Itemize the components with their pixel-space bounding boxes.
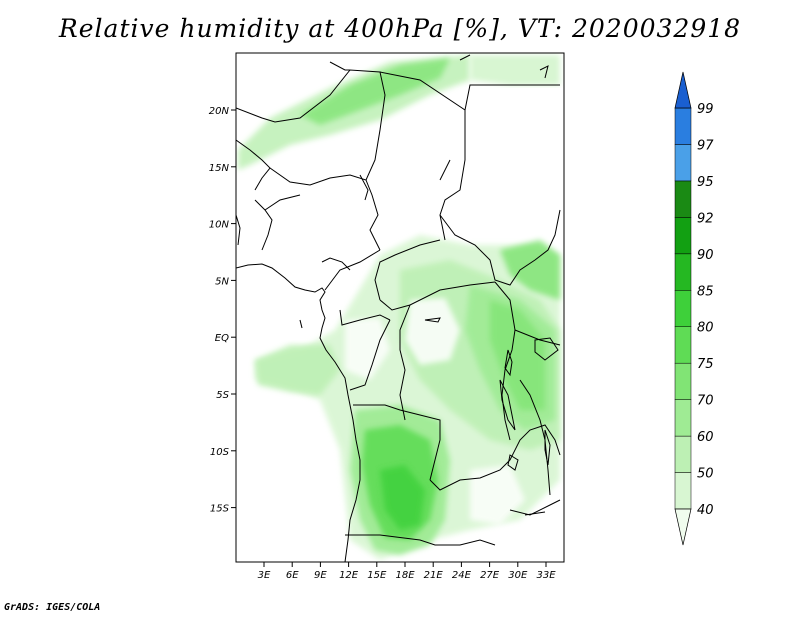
colorbar-label: 70 [697, 394, 714, 409]
humidity-region [380, 465, 425, 530]
country-border [439, 209, 561, 286]
colorbar-swatch [674, 362, 692, 400]
lon-label: 15E [367, 570, 387, 581]
lon-label: 12E [339, 570, 359, 581]
humidity-region [470, 55, 560, 85]
country-border [374, 239, 441, 301]
lon-label: 30E [508, 570, 528, 581]
colorbar-swatch [674, 217, 692, 255]
country-border [269, 167, 381, 251]
colorbar-label: 50 [697, 467, 714, 482]
lake-outline [534, 337, 559, 361]
colorbar-label: 95 [697, 175, 714, 190]
colorbar-label: 92 [697, 211, 714, 226]
lon-label: 6E [286, 570, 299, 581]
country-border [321, 257, 351, 271]
lat-label: 15S [210, 504, 230, 515]
country-border [236, 139, 271, 191]
colorbar: 40 50 60 70 75 80 85 90 92 95 97 99 [674, 71, 714, 546]
country-border [494, 281, 516, 441]
country-border [264, 194, 301, 211]
lat-label: 10N [209, 220, 230, 231]
colorbar-swatch [674, 290, 692, 327]
country-border [236, 214, 241, 246]
footer-credit: GrADS: IGES/COLA [4, 602, 101, 613]
country-border [399, 304, 411, 421]
colorbar-swatch [674, 180, 692, 218]
country-border [459, 54, 471, 61]
colorbar-swatch [674, 435, 692, 473]
colorbar-label: 90 [697, 248, 714, 263]
political-boundaries [236, 54, 561, 562]
dry-region [345, 318, 390, 380]
country-border [379, 71, 466, 241]
country-border [329, 61, 350, 71]
lon-label: 21E [424, 570, 444, 581]
lon-label: 33E [536, 570, 556, 581]
lake-outline [524, 511, 546, 516]
map-frame [235, 52, 565, 563]
colorbar-label: 80 [697, 321, 714, 336]
lat-label: 10S [210, 447, 230, 458]
country-border [539, 65, 549, 79]
lat-label: 20N [209, 106, 230, 117]
lon-label: 9E [314, 570, 327, 581]
humidity-region [300, 58, 450, 125]
colorbar-upper-arrow [674, 71, 692, 109]
lat-label: EQ [215, 333, 229, 344]
lat-label: 5S [216, 390, 229, 401]
colorbar-lower-arrow [674, 508, 692, 546]
colorbar-swatch [674, 472, 692, 510]
country-border [519, 379, 551, 496]
country-border [429, 424, 561, 491]
coastline [236, 263, 361, 562]
lon-label: 3E [258, 570, 271, 581]
country-border [324, 249, 381, 291]
longitude-axis: 3E 6E 9E 12E 15E 18E 21E 24E 27E 30E 33E [258, 562, 556, 581]
lat-label: 5N [215, 276, 229, 287]
country-border [349, 319, 391, 391]
chart-title: Relative humidity at 400hPa [%], VT: 202… [58, 14, 742, 43]
colorbar-swatch [674, 399, 692, 437]
lon-label: 27E [480, 570, 500, 581]
colorbar-swatch [674, 144, 692, 182]
lon-label: 24E [452, 570, 472, 581]
colorbar-label: 99 [697, 102, 714, 117]
colorbar-label: 97 [697, 138, 714, 153]
lake-outline [499, 379, 516, 431]
humidity-region [500, 240, 560, 300]
country-border [254, 199, 273, 251]
colorbar-swatch [674, 253, 692, 291]
lat-label: 15N [209, 163, 230, 174]
colorbar-swatch [674, 107, 692, 145]
humidity-region [255, 345, 340, 395]
lake-outline [299, 319, 303, 329]
colorbar-label: 60 [697, 430, 714, 445]
country-border [339, 309, 391, 326]
country-border [345, 534, 496, 546]
colorbar-label: 75 [697, 357, 714, 372]
dry-region [405, 298, 460, 365]
country-border [509, 499, 561, 516]
country-border [379, 281, 496, 311]
lake-outline [544, 429, 551, 466]
country-border [353, 404, 441, 481]
lake-outline [507, 454, 519, 471]
colorbar-label: 40 [697, 503, 714, 518]
lake-outline [424, 317, 441, 323]
colorbar-swatch [674, 326, 692, 364]
country-border [464, 84, 560, 111]
country-border [359, 174, 369, 201]
humidity-region [490, 300, 545, 410]
latitude-axis: 20N 15N 10N 5N EQ 5S 10S 15S [209, 106, 236, 515]
lake-outline [504, 349, 513, 377]
colorbar-label: 85 [697, 284, 714, 299]
lon-label: 18E [395, 570, 415, 581]
country-border [439, 159, 451, 181]
